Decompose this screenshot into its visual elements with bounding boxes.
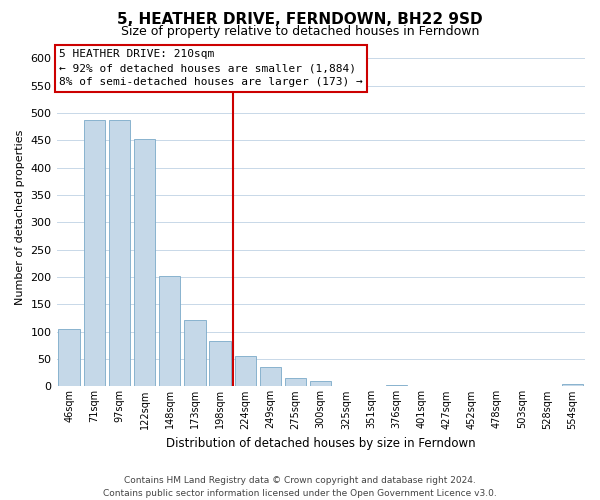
Text: Contains HM Land Registry data © Crown copyright and database right 2024.
Contai: Contains HM Land Registry data © Crown c… — [103, 476, 497, 498]
Bar — [58, 329, 80, 386]
Bar — [235, 356, 256, 386]
Bar — [109, 120, 130, 386]
Bar — [134, 140, 155, 386]
Text: Size of property relative to detached houses in Ferndown: Size of property relative to detached ho… — [121, 25, 479, 38]
Bar — [83, 120, 105, 386]
Bar — [285, 378, 307, 386]
Y-axis label: Number of detached properties: Number of detached properties — [15, 130, 25, 304]
Bar — [562, 384, 583, 386]
Text: 5, HEATHER DRIVE, FERNDOWN, BH22 9SD: 5, HEATHER DRIVE, FERNDOWN, BH22 9SD — [117, 12, 483, 28]
X-axis label: Distribution of detached houses by size in Ferndown: Distribution of detached houses by size … — [166, 437, 476, 450]
Bar — [209, 341, 231, 386]
Bar — [184, 320, 206, 386]
Bar — [159, 276, 181, 386]
Bar — [310, 381, 331, 386]
Bar — [260, 366, 281, 386]
Text: 5 HEATHER DRIVE: 210sqm
← 92% of detached houses are smaller (1,884)
8% of semi-: 5 HEATHER DRIVE: 210sqm ← 92% of detache… — [59, 49, 363, 87]
